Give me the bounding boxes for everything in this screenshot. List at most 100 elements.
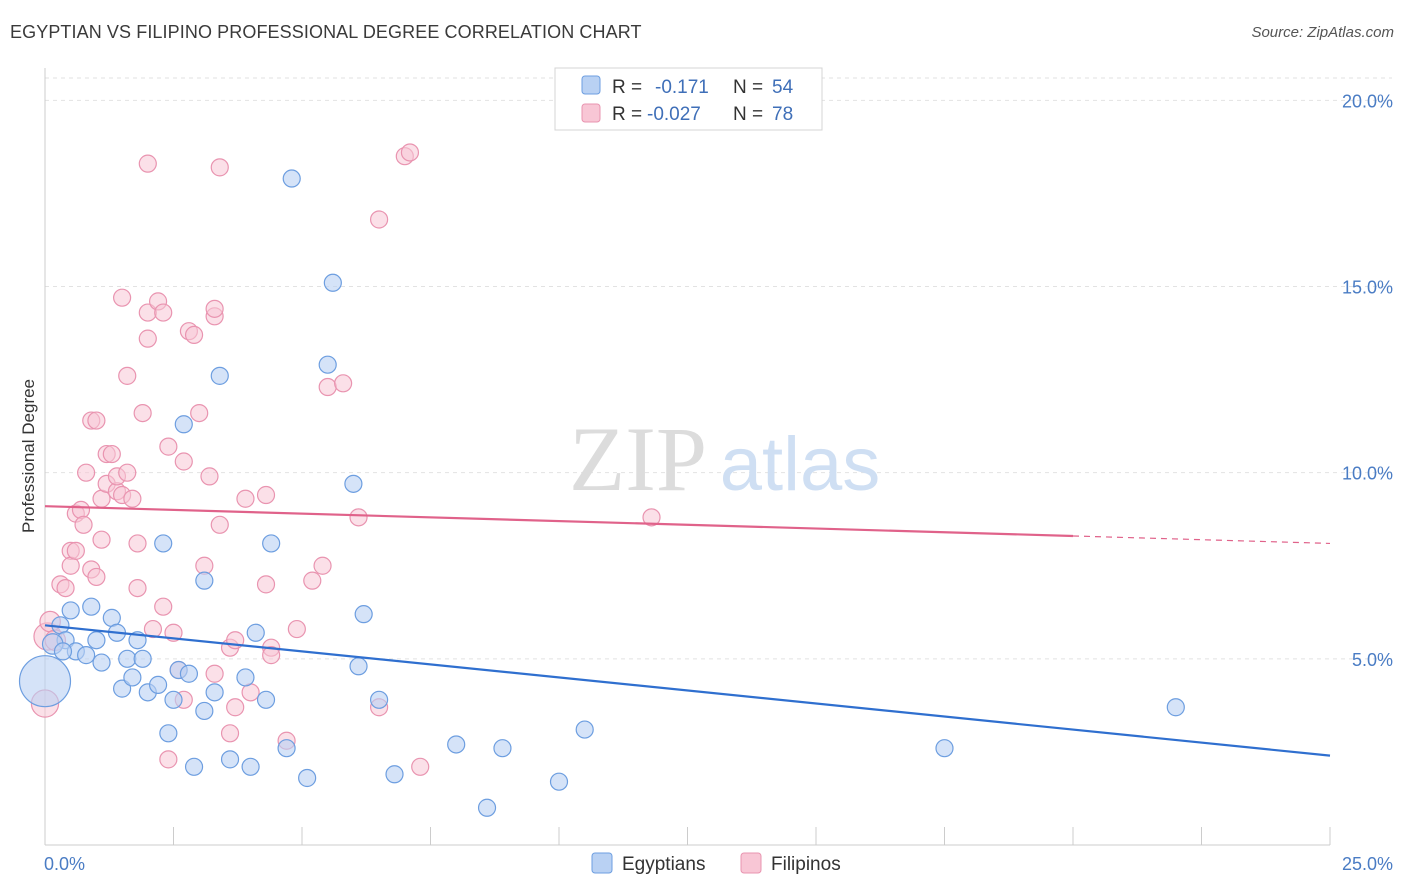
filipinos-point [334, 374, 353, 393]
filipinos-point [154, 303, 173, 322]
filipinos-point [174, 452, 193, 471]
bottom-legend-swatch-egyptians [591, 852, 613, 874]
egyptians-point [61, 601, 80, 620]
egyptians-point [549, 772, 569, 791]
legend-r-value-1: -0.171 [655, 77, 709, 98]
filipinos-point [74, 515, 93, 534]
filipinos-point [210, 515, 229, 534]
legend-r-value-2: -0.027 [647, 104, 701, 125]
filipinos-point [133, 403, 152, 423]
x-tick-label: 25.0% [1342, 854, 1393, 874]
y-tick-label: 10.0% [1342, 464, 1393, 484]
filipinos-point [154, 597, 173, 616]
filipinos-point [210, 158, 229, 177]
egyptians-point [53, 642, 73, 661]
series-legend: Egyptians Filipinos [591, 852, 841, 875]
egyptians-point [18, 655, 72, 708]
filipinos-point [262, 646, 281, 665]
filipinos-point [66, 541, 85, 560]
legend-n-label-1: N = [733, 77, 763, 98]
egyptians-point [179, 664, 199, 683]
egyptians-point [447, 735, 466, 754]
egyptians-point [477, 798, 497, 817]
x-tick-label: 0.0% [44, 854, 85, 874]
egyptians-point [1166, 698, 1185, 717]
filipinos-point [123, 489, 142, 508]
filipinos-point [313, 556, 332, 575]
egyptians-point [112, 679, 132, 698]
egyptians-point [575, 720, 594, 739]
filipinos-point [205, 664, 224, 683]
filipinos-point [87, 567, 106, 587]
legend-r-label-1: R = [612, 77, 642, 98]
egyptians-point [195, 571, 214, 590]
filipinos-point [184, 325, 204, 345]
egyptians-point [298, 768, 317, 788]
egyptians-point [118, 649, 137, 668]
filipinos-point [411, 757, 430, 776]
egyptians-point [493, 739, 512, 758]
bottom-legend-swatch-filipinos [740, 852, 762, 874]
egyptians-point [220, 750, 240, 769]
egyptians-point [159, 724, 178, 743]
stats-legend: R = -0.171 N = 54 R = -0.027 N = 78 [554, 67, 823, 131]
egyptians-point [282, 169, 301, 188]
egyptians-point [246, 623, 265, 642]
watermark-atlas: atlas [720, 422, 881, 507]
egyptians-point [241, 757, 260, 776]
egyptians-point [164, 690, 183, 709]
filipinos-point [77, 463, 96, 482]
legend-n-value-1: 54 [772, 77, 794, 98]
egyptians-point [210, 366, 229, 385]
egyptians-point [82, 597, 101, 616]
legend-swatch-egyptians [581, 75, 601, 95]
filipinos-point [102, 444, 121, 464]
filipinos-trend-extension [1072, 535, 1331, 545]
filipinos-point [92, 530, 111, 549]
egyptians-point [277, 739, 296, 758]
legend-r-label-2: R = [612, 104, 642, 125]
egyptians-point [385, 765, 404, 784]
egyptians-point [205, 683, 224, 702]
legend-n-value-2: 78 [772, 104, 793, 125]
gridlines [45, 77, 1392, 660]
watermark: ZIP atlas [569, 408, 880, 510]
y-tick-label: 15.0% [1342, 278, 1393, 298]
filipinos-point [118, 366, 137, 385]
filipinos-point [71, 500, 91, 520]
filipinos-point [87, 411, 106, 430]
chart-title: EGYPTIAN VS FILIPINO PROFESSIONAL DEGREE… [10, 22, 642, 42]
filipinos-point [226, 698, 245, 717]
filipinos-point [56, 578, 75, 598]
y-tick-label: 20.0% [1342, 91, 1393, 111]
egyptians-point [123, 668, 142, 687]
egyptians-points [18, 169, 1185, 817]
source-label: Source: ZipAtlas.com [1251, 24, 1394, 41]
filipinos-point [318, 377, 337, 397]
filipinos-point [256, 575, 276, 594]
egyptians-point [184, 757, 204, 776]
filipinos-point [370, 210, 389, 229]
filipinos-point [118, 463, 137, 482]
filipinos-point [190, 403, 209, 423]
egyptians-point [354, 605, 373, 624]
filipinos-point [159, 437, 178, 456]
filipinos-point [236, 489, 255, 508]
filipinos-trend-line [44, 505, 1074, 538]
filipinos-point [138, 329, 157, 348]
filipinos-point [128, 534, 147, 553]
trend-lines [44, 505, 1331, 757]
egyptians-point [349, 657, 368, 676]
filipinos-point [143, 619, 163, 639]
egyptians-point [92, 653, 111, 672]
legend-n-label-2: N = [733, 104, 763, 125]
filipinos-point [205, 299, 224, 318]
filipinos-point [642, 508, 661, 527]
egyptians-point [370, 690, 389, 709]
watermark-zip: ZIP [569, 408, 707, 510]
egyptians-point [323, 273, 342, 292]
filipinos-point [349, 508, 368, 527]
egyptians-point [154, 534, 173, 553]
filipinos-point [138, 154, 157, 173]
